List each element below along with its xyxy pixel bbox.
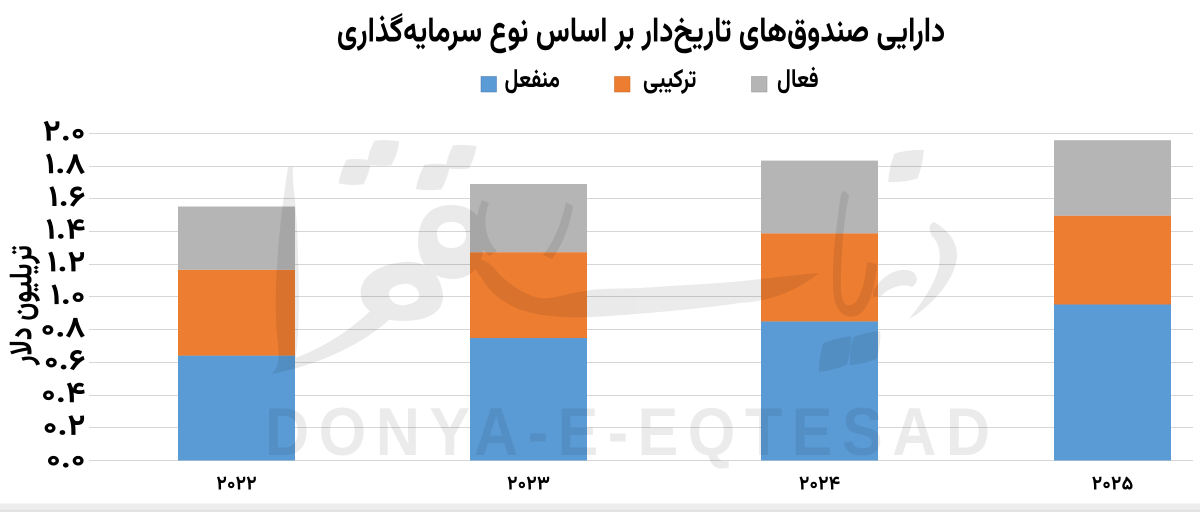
svg-text:DONYA-E-EQTESAD: DONYA-E-EQTESAD — [265, 393, 999, 470]
